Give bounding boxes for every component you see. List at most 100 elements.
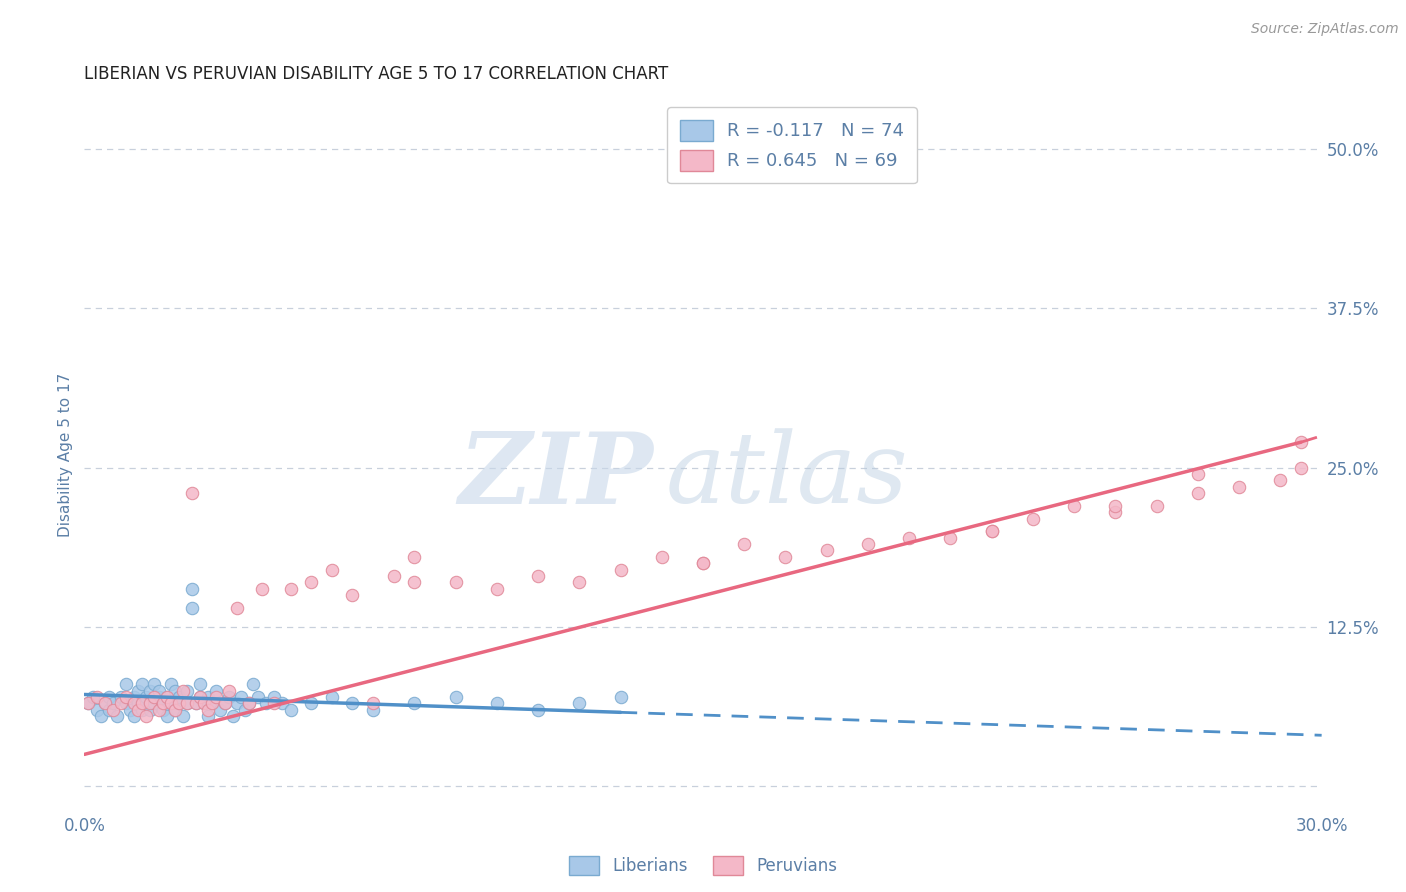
Point [218,690,240,704]
Point [226,600,249,615]
Point [148,690,170,704]
Point [404,575,426,590]
Point [135,697,157,711]
Point [165,703,187,717]
Point [568,575,591,590]
Point [197,709,219,723]
Point [692,556,714,570]
Point [77,697,100,711]
Point [160,697,183,711]
Point [127,703,149,717]
Point [1227,480,1250,494]
Point [160,697,183,711]
Point [156,709,179,723]
Point [1289,435,1312,450]
Point [176,683,198,698]
Point [568,697,591,711]
Point [156,690,179,704]
Point [180,600,202,615]
Point [1289,460,1312,475]
Point [114,677,136,691]
Point [342,588,364,602]
Point [485,697,508,711]
Point [156,690,179,704]
Point [229,690,252,704]
Legend: Liberians, Peruvians: Liberians, Peruvians [562,849,844,882]
Point [1187,486,1209,500]
Point [404,697,426,711]
Point [188,690,211,704]
Point [226,697,249,711]
Point [404,549,426,564]
Point [201,697,224,711]
Text: ZIP: ZIP [458,428,654,524]
Point [114,690,136,704]
Point [209,703,232,717]
Point [148,703,170,717]
Point [82,690,104,704]
Point [143,677,166,691]
Point [105,709,128,723]
Point [184,697,207,711]
Point [86,690,108,704]
Point [527,569,550,583]
Point [980,524,1002,539]
Point [143,697,166,711]
Point [238,697,260,711]
Point [122,709,145,723]
Point [160,677,183,691]
Point [246,690,269,704]
Point [214,697,236,711]
Point [180,582,202,596]
Point [127,683,149,698]
Point [214,697,236,711]
Point [342,697,364,711]
Point [122,697,145,711]
Point [127,697,149,711]
Point [103,703,125,717]
Point [263,697,285,711]
Point [980,524,1002,539]
Point [143,690,166,704]
Point [898,531,921,545]
Point [103,697,125,711]
Point [382,569,405,583]
Point [280,703,302,717]
Point [1187,467,1209,481]
Point [193,697,215,711]
Point [222,709,245,723]
Point [94,697,117,711]
Point [152,697,174,711]
Point [263,690,285,704]
Text: Source: ZipAtlas.com: Source: ZipAtlas.com [1251,22,1399,37]
Point [205,690,228,704]
Point [1270,474,1292,488]
Point [135,690,157,704]
Point [444,690,467,704]
Point [139,683,162,698]
Point [775,549,797,564]
Point [197,703,219,717]
Point [485,582,508,596]
Point [98,703,121,717]
Point [651,549,673,564]
Point [1104,499,1126,513]
Point [139,703,162,717]
Text: atlas: atlas [666,429,908,524]
Point [94,697,117,711]
Point [361,697,384,711]
Point [361,703,384,717]
Point [299,575,322,590]
Point [148,683,170,698]
Point [233,703,256,717]
Point [205,683,228,698]
Point [131,703,153,717]
Point [135,709,157,723]
Point [299,697,322,711]
Point [184,697,207,711]
Point [172,683,194,698]
Point [90,709,112,723]
Point [122,690,145,704]
Point [254,697,277,711]
Point [242,677,264,691]
